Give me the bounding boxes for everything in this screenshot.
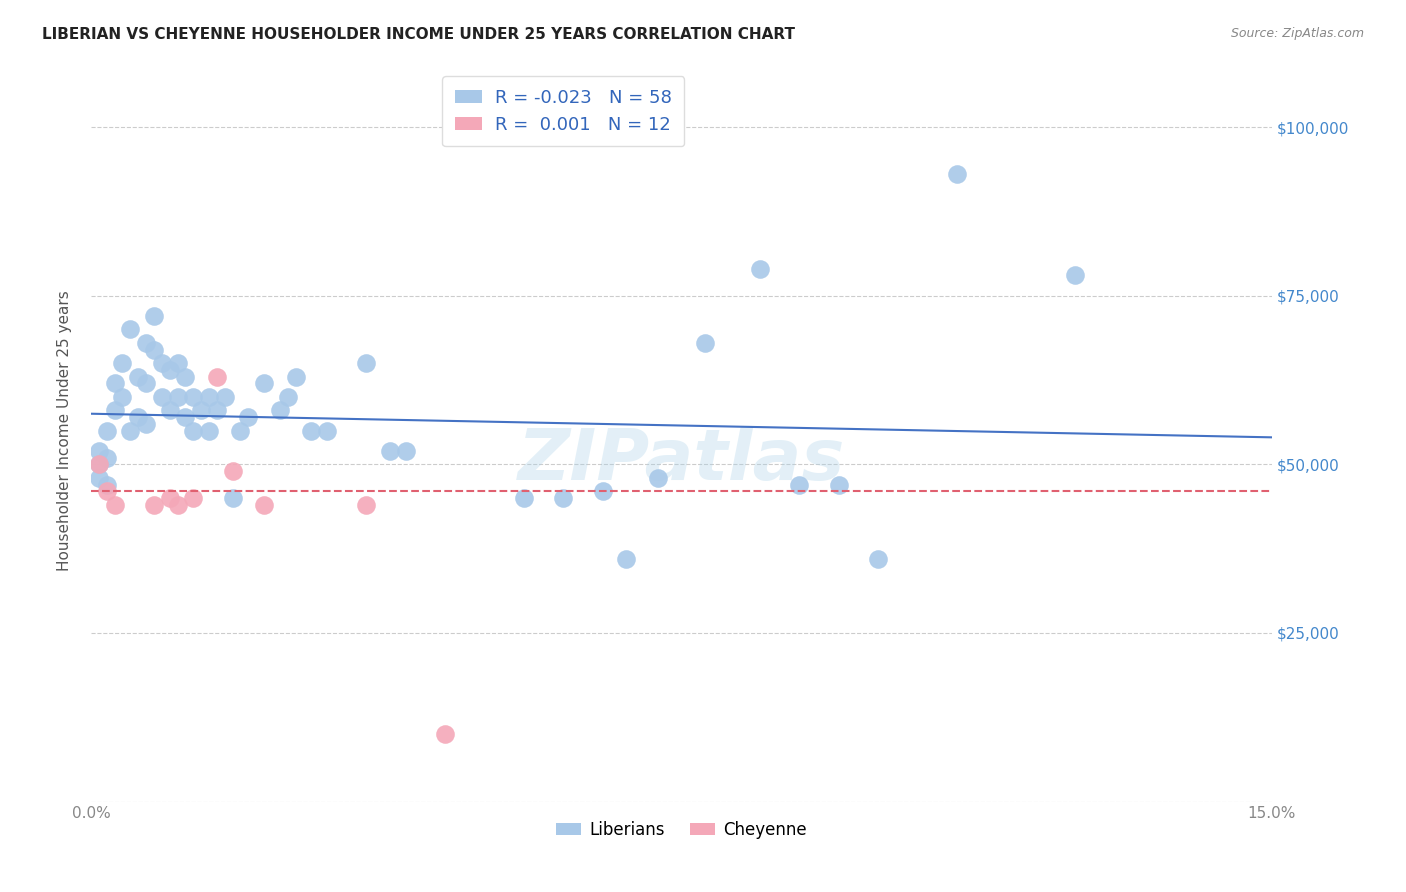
Point bbox=[592, 484, 614, 499]
Point bbox=[103, 376, 125, 391]
Text: ZIPatlas: ZIPatlas bbox=[517, 425, 845, 495]
Point bbox=[356, 356, 378, 370]
Point bbox=[356, 498, 378, 512]
Point bbox=[87, 458, 110, 472]
Point bbox=[378, 443, 401, 458]
Point bbox=[120, 424, 142, 438]
Point bbox=[647, 471, 669, 485]
Point bbox=[87, 443, 110, 458]
Point bbox=[166, 356, 188, 370]
Point bbox=[96, 477, 118, 491]
Point bbox=[166, 390, 188, 404]
Y-axis label: Householder Income Under 25 years: Householder Income Under 25 years bbox=[58, 290, 72, 571]
Point bbox=[87, 471, 110, 485]
Point bbox=[142, 498, 165, 512]
Point bbox=[789, 477, 811, 491]
Point bbox=[127, 369, 149, 384]
Point bbox=[103, 403, 125, 417]
Point bbox=[316, 424, 339, 438]
Point bbox=[111, 390, 134, 404]
Text: LIBERIAN VS CHEYENNE HOUSEHOLDER INCOME UNDER 25 YEARS CORRELATION CHART: LIBERIAN VS CHEYENNE HOUSEHOLDER INCOME … bbox=[42, 27, 796, 42]
Point bbox=[284, 369, 307, 384]
Text: Source: ZipAtlas.com: Source: ZipAtlas.com bbox=[1230, 27, 1364, 40]
Point bbox=[120, 322, 142, 336]
Point bbox=[135, 417, 157, 431]
Point bbox=[827, 477, 849, 491]
Point bbox=[111, 356, 134, 370]
Point bbox=[181, 390, 204, 404]
Point bbox=[174, 369, 197, 384]
Point bbox=[127, 410, 149, 425]
Point bbox=[434, 727, 457, 741]
Point bbox=[214, 390, 236, 404]
Point bbox=[87, 458, 110, 472]
Point bbox=[513, 491, 536, 505]
Point bbox=[159, 491, 181, 505]
Point bbox=[96, 484, 118, 499]
Point bbox=[159, 363, 181, 377]
Point bbox=[205, 369, 228, 384]
Point bbox=[749, 261, 772, 276]
Point bbox=[229, 424, 252, 438]
Point bbox=[159, 403, 181, 417]
Point bbox=[945, 167, 967, 181]
Point bbox=[277, 390, 299, 404]
Point bbox=[142, 309, 165, 323]
Point bbox=[269, 403, 291, 417]
Point bbox=[253, 376, 276, 391]
Point bbox=[96, 424, 118, 438]
Point bbox=[103, 498, 125, 512]
Point bbox=[299, 424, 322, 438]
Point bbox=[693, 335, 716, 350]
Point bbox=[866, 551, 889, 566]
Point bbox=[174, 410, 197, 425]
Point bbox=[198, 390, 221, 404]
Point bbox=[395, 443, 418, 458]
Point bbox=[96, 450, 118, 465]
Point bbox=[238, 410, 260, 425]
Point bbox=[135, 376, 157, 391]
Point bbox=[221, 491, 243, 505]
Point bbox=[135, 335, 157, 350]
Point bbox=[253, 498, 276, 512]
Point bbox=[166, 498, 188, 512]
Point bbox=[1063, 268, 1085, 283]
Legend: Liberians, Cheyenne: Liberians, Cheyenne bbox=[550, 814, 813, 846]
Point bbox=[190, 403, 212, 417]
Point bbox=[142, 343, 165, 357]
Point bbox=[181, 491, 204, 505]
Point bbox=[150, 356, 173, 370]
Point bbox=[205, 403, 228, 417]
Point bbox=[614, 551, 637, 566]
Point bbox=[553, 491, 575, 505]
Point bbox=[221, 464, 243, 478]
Point bbox=[198, 424, 221, 438]
Point bbox=[181, 424, 204, 438]
Point bbox=[150, 390, 173, 404]
